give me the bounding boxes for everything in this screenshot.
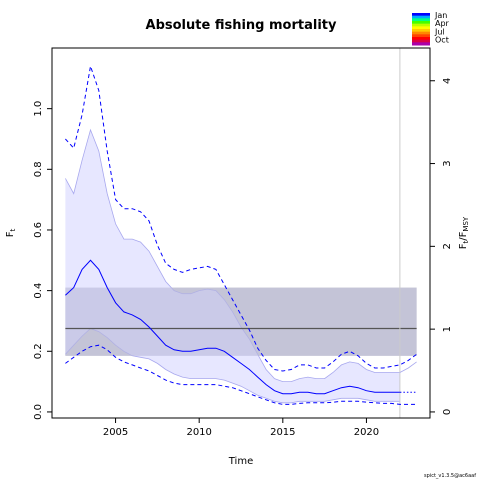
y-tick-label: 0.6: [33, 222, 44, 238]
legend-color-swatch: [412, 21, 430, 25]
y2-tick-label: 1: [442, 326, 453, 332]
x-tick-label: 2010: [186, 427, 211, 438]
legend-color-swatch: [412, 26, 430, 30]
x-axis: 2005 2010 2015 2020: [103, 417, 379, 438]
confidence-region: [65, 128, 417, 404]
ffmsy-ci-lower-line: [65, 344, 417, 405]
y-axis-right-label: Ft/FMSY: [458, 216, 470, 249]
ffmsy-ci-upper-line: [65, 66, 417, 372]
series-lines: [65, 48, 417, 418]
legend-label: Apr: [435, 19, 450, 28]
legend-label: Jan: [434, 11, 447, 20]
ft-estimate-line: [65, 259, 400, 395]
y-axis-left-label: Ft: [5, 228, 17, 237]
y-tick-label: 0.4: [33, 283, 44, 299]
y2-tick-label: 4: [442, 78, 453, 84]
legend-label: Jul: [434, 27, 445, 36]
y-tick-label: 0.0: [33, 404, 44, 420]
y-tick-label: 0.8: [33, 161, 44, 177]
legend-color-swatch: [412, 18, 430, 22]
chart-title: Absolute fishing mortality: [146, 18, 337, 33]
y-tick-label: 0.2: [33, 343, 44, 359]
legend-color-swatch: [412, 31, 430, 35]
legend-color-swatch: [412, 13, 430, 17]
version-footnote: spict_v1.3.5@ac6aaf: [424, 473, 476, 479]
y2-tick-label: 2: [442, 243, 453, 249]
legend-label: Oct: [435, 36, 449, 45]
legend-color-swatch: [412, 39, 430, 43]
fmsy-band-overlay: [65, 287, 417, 356]
y2-tick-label: 3: [442, 160, 453, 166]
y-axis-left: 0.0 0.2 0.4 0.6 0.8 1.0: [33, 101, 52, 420]
legend-color-swatch: [412, 42, 430, 46]
legend-color-swatch: [412, 29, 430, 33]
x-tick-label: 2020: [354, 427, 379, 438]
legend-color-swatch: [412, 34, 430, 38]
legend-color-swatch: [412, 15, 430, 19]
plot-area: [51, 47, 431, 419]
legend-color-swatch: [412, 37, 430, 41]
x-tick-label: 2015: [270, 427, 295, 438]
y2-tick-label: 0: [442, 409, 453, 415]
x-tick-label: 2005: [103, 427, 128, 438]
ft-forecast-ci-edge: [399, 361, 417, 373]
y-axis-right: 0 1 2 3 4: [430, 78, 453, 415]
x-axis-label: Time: [228, 456, 253, 467]
y-tick-label: 1.0: [33, 101, 44, 117]
legend-color-swatch: [412, 23, 430, 27]
